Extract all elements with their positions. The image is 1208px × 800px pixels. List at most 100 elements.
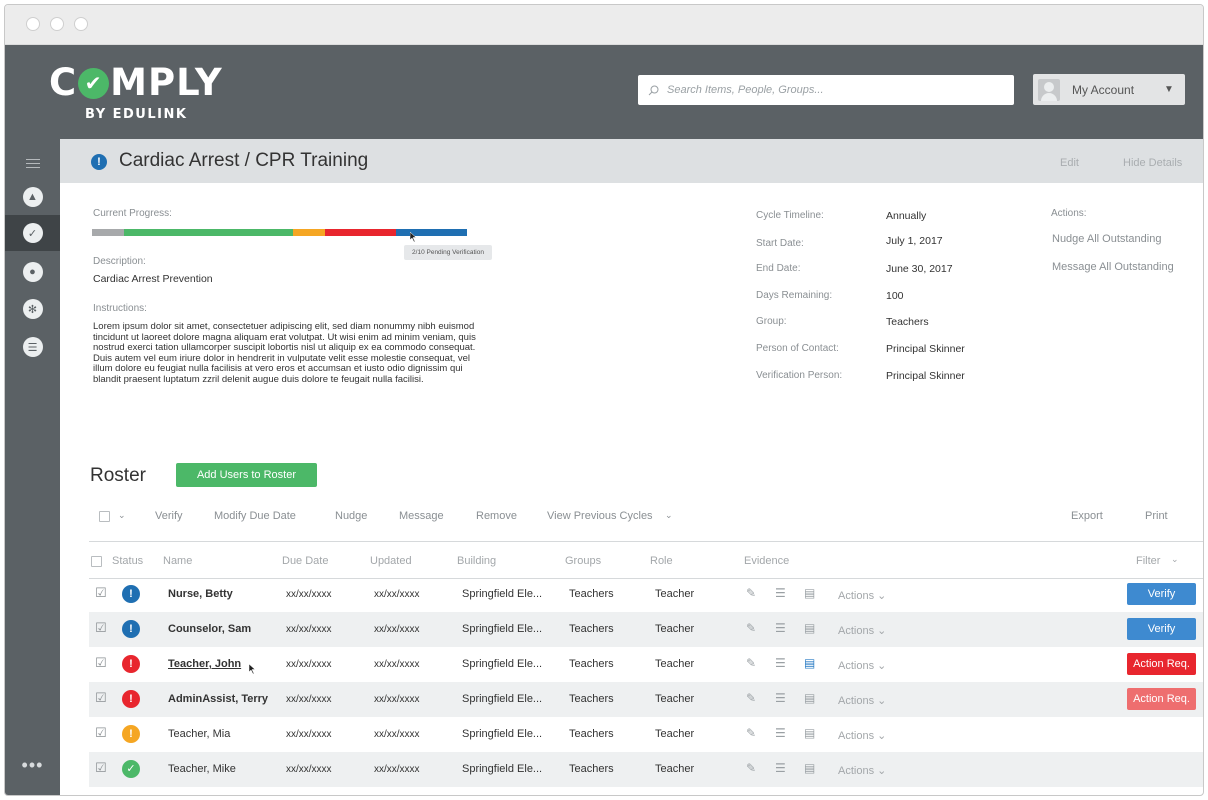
nudge-all-link[interactable]: Nudge All Outstanding (1052, 233, 1162, 245)
remove-button[interactable]: Remove (476, 510, 517, 522)
global-search[interactable] (638, 75, 1014, 105)
checklist-icon[interactable]: ☰ (775, 691, 786, 705)
row-status-button[interactable]: Action Req. (1127, 653, 1196, 675)
row-actions-dropdown[interactable]: Actions ⌄ (838, 659, 886, 672)
row-checkbox[interactable]: ☑ (95, 655, 107, 670)
my-account-dropdown[interactable]: My Account ▼ (1033, 74, 1185, 105)
note-icon[interactable]: ▤ (804, 761, 816, 775)
field-value: Annually (886, 210, 927, 222)
row-building: Springfield Ele... (462, 693, 543, 705)
attachment-icon[interactable]: ✎ (746, 586, 757, 600)
checklist-icon[interactable]: ☰ (775, 761, 786, 775)
hide-details-button[interactable]: Hide Details (1123, 157, 1183, 169)
select-all-checkbox[interactable] (99, 511, 110, 522)
row-actions-dropdown[interactable]: Actions ⌄ (838, 624, 886, 637)
field-value: Principal Skinner (886, 343, 965, 355)
column-header-name[interactable]: Name (163, 555, 193, 567)
attachment-icon[interactable]: ✎ (746, 761, 757, 775)
filter-dropdown[interactable]: Filter (1136, 555, 1161, 567)
more-dots-icon[interactable]: ••• (21, 755, 44, 775)
row-status-button[interactable]: Verify (1127, 618, 1196, 640)
note-icon[interactable]: ▤ (804, 656, 816, 670)
row-name[interactable]: Teacher, John (168, 658, 242, 670)
checklist-icon[interactable]: ☰ (775, 586, 786, 600)
row-name[interactable]: AdminAssist, Terry (168, 693, 269, 705)
row-checkbox[interactable]: ☑ (95, 585, 107, 600)
nudge-button[interactable]: Nudge (335, 510, 368, 522)
checklist-icon[interactable]: ☰ (775, 656, 786, 670)
page-title: Cardiac Arrest / CPR Training (119, 150, 369, 171)
field-value: Principal Skinner (886, 370, 965, 382)
table-row[interactable]: ☑! Teacher, John xx/xx/xxxx xx/xx/xxxx Sprin… (89, 647, 1203, 682)
column-header-updated[interactable]: Updated (370, 555, 412, 567)
list-icon: ☰ (22, 337, 43, 357)
message-button[interactable]: Message (399, 510, 444, 522)
print-button[interactable]: Print (1145, 510, 1168, 522)
column-header-evidence[interactable]: Evidence (744, 555, 790, 567)
row-checkbox[interactable]: ☑ (95, 690, 107, 705)
status-icon: ! (122, 655, 140, 673)
row-actions-dropdown[interactable]: Actions ⌄ (838, 694, 886, 707)
modify-due-date-button[interactable]: Modify Due Date (214, 510, 296, 522)
header-checkbox[interactable] (91, 556, 102, 567)
logo-wordmark: MPLY (110, 61, 223, 104)
sidebar-item-groups[interactable]: ✻ (5, 291, 60, 327)
search-input[interactable] (667, 84, 987, 96)
table-row[interactable]: ☑! AdminAssist, Terry xx/xx/xxxx xx/xx/xxxx… (89, 682, 1203, 717)
attachment-icon[interactable]: ✎ (746, 656, 757, 670)
note-icon[interactable]: ▤ (804, 621, 816, 635)
row-due-date: xx/xx/xxxx (286, 589, 332, 600)
table-row[interactable]: ☑! Counselor, Sam xx/xx/xxxx xx/xx/xxxx Spri… (89, 612, 1203, 647)
edit-button[interactable]: Edit (1060, 157, 1079, 169)
row-checkbox[interactable]: ☑ (95, 760, 107, 775)
row-actions-dropdown[interactable]: Actions ⌄ (838, 589, 886, 602)
chevron-down-icon: ⌄ (877, 695, 887, 707)
sidebar-item-reports[interactable]: ☰ (5, 329, 60, 365)
message-all-link[interactable]: Message All Outstanding (1052, 261, 1174, 273)
row-role: Teacher (655, 763, 695, 775)
row-actions-dropdown[interactable]: Actions ⌄ (838, 729, 886, 742)
column-header-due-date[interactable]: Due Date (282, 555, 329, 567)
add-users-button[interactable]: Add Users to Roster (176, 463, 317, 487)
column-header-building[interactable]: Building (457, 555, 497, 567)
sidebar-item-compliance[interactable]: ✓ (5, 215, 60, 251)
attachment-icon[interactable]: ✎ (746, 691, 757, 705)
attachment-icon[interactable]: ✎ (746, 726, 757, 740)
column-header-groups[interactable]: Groups (565, 555, 602, 567)
row-status-button[interactable]: Action Req. (1127, 688, 1196, 710)
window-close-dot[interactable] (26, 17, 40, 31)
row-updated: xx/xx/xxxx (374, 624, 420, 635)
row-actions-dropdown[interactable]: Actions ⌄ (838, 764, 886, 777)
note-icon[interactable]: ▤ (804, 586, 816, 600)
table-row[interactable]: ☑ ✓ Teacher, Mike xx/xx/xxxx xx/xx/xxxx Sprin… (89, 752, 1203, 787)
export-button[interactable]: Export (1071, 510, 1103, 522)
row-name[interactable]: Teacher, Mike (168, 763, 236, 775)
attachment-icon[interactable]: ✎ (746, 621, 757, 635)
table-row[interactable]: ☑! Teacher, Mia xx/xx/xxxx xx/xx/xxxx Spring… (89, 717, 1203, 752)
column-header-status[interactable]: Status (112, 555, 144, 567)
view-previous-cycles-dropdown[interactable]: View Previous Cycles (547, 510, 653, 522)
row-checkbox[interactable]: ☑ (95, 620, 107, 635)
progress-segment-pending-verification (395, 229, 467, 236)
row-name[interactable]: Nurse, Betty (168, 588, 233, 600)
table-row[interactable]: ☑! Nurse, Betty xx/xx/xxxx xx/xx/xxxx Spring… (89, 577, 1203, 612)
row-status-button[interactable]: Verify (1127, 583, 1196, 605)
row-name[interactable]: Teacher, Mia (168, 728, 231, 740)
comply-logo[interactable]: C ✔ MPLY BY EDULINK (49, 61, 223, 123)
verify-toolbar-button[interactable]: Verify (155, 510, 183, 522)
row-checkbox[interactable]: ☑ (95, 725, 107, 740)
chevron-down-icon[interactable]: ⌄ (118, 510, 126, 520)
row-name[interactable]: Counselor, Sam (168, 623, 252, 635)
progress-bar[interactable] (92, 229, 467, 236)
window-minimize-dot[interactable] (50, 17, 64, 31)
person-icon: ● (22, 262, 43, 282)
note-icon[interactable]: ▤ (804, 691, 816, 705)
window-maximize-dot[interactable] (74, 17, 88, 31)
checklist-icon[interactable]: ☰ (775, 621, 786, 635)
column-header-role[interactable]: Role (650, 555, 673, 567)
sidebar-item-alerts[interactable]: ▲ (5, 179, 60, 215)
checklist-icon[interactable]: ☰ (775, 726, 786, 740)
menu-toggle-button[interactable] (5, 145, 60, 181)
note-icon[interactable]: ▤ (804, 726, 816, 740)
sidebar-item-people[interactable]: ● (5, 254, 60, 290)
